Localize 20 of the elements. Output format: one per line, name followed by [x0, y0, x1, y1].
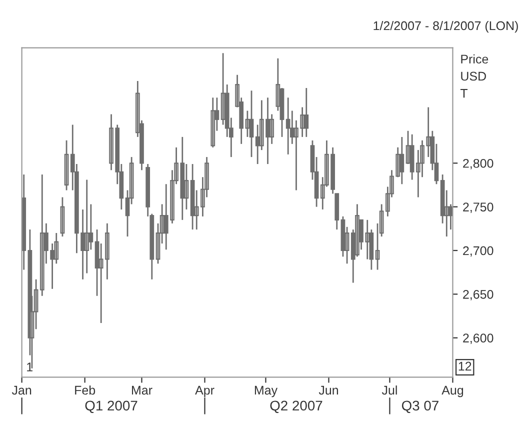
- chart-title: 1/2/2007 - 8/1/2007 (LON): [374, 20, 518, 33]
- text: 12: [458, 362, 472, 370]
- x-tick-label: Jun: [318, 386, 338, 395]
- x-tick-label: Apr: [195, 386, 214, 398]
- x2-tick-label: Q1 2007: [85, 400, 138, 414]
- x-tick-label: May: [254, 386, 278, 398]
- x2-tick-label: Q2 2007: [270, 400, 322, 414]
- y-tick-label: 2,650: [463, 290, 494, 300]
- y-tick-label: 2,700: [463, 246, 494, 257]
- x-tick-label: Jan: [12, 386, 32, 395]
- annotation: 1: [27, 362, 32, 372]
- y-tick-label: 2,800: [463, 158, 494, 170]
- x-tick-label: Aug: [442, 386, 464, 398]
- y-tick-label: 2,750: [463, 202, 494, 213]
- y-axis-title: Price USD T: [460, 54, 488, 98]
- x-tick-label: Feb: [75, 385, 96, 395]
- y-tick-label: 2,600: [463, 334, 494, 344]
- x-tick-label: Mar: [132, 386, 152, 395]
- x2-tick-label: Q3 07: [402, 400, 438, 414]
- x-tick-label: Jul: [382, 385, 397, 395]
